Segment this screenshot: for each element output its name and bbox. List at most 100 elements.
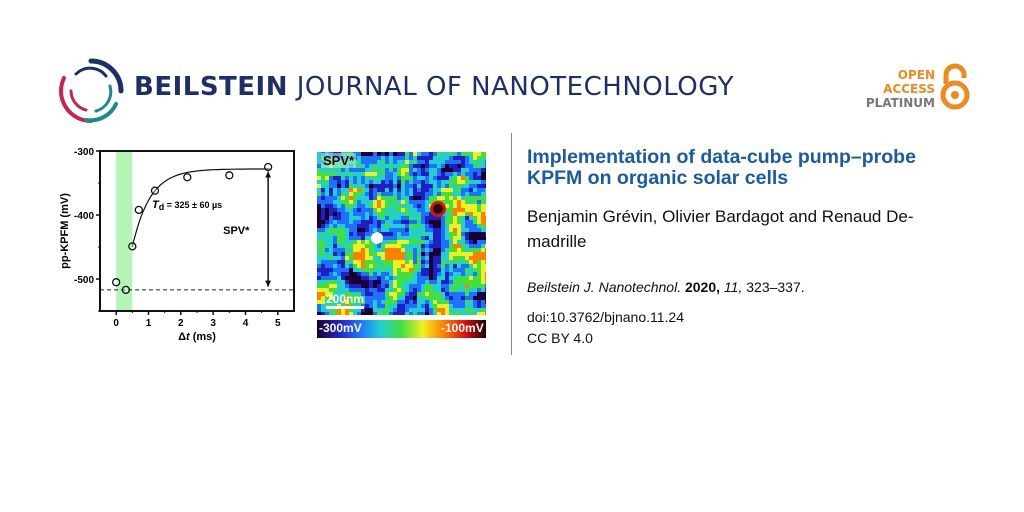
map-pixel (413, 304, 417, 308)
journal-name: BEILSTEIN JOURNAL OF NANOTECHNOLOGY (134, 72, 734, 102)
map-pixel (373, 260, 377, 264)
map-pixel (445, 292, 449, 296)
map-pixel (397, 272, 401, 276)
map-pixel (365, 260, 369, 264)
map-pixel (393, 264, 397, 268)
map-pixel (429, 300, 433, 304)
map-pixel (473, 308, 477, 312)
map-pixel (357, 308, 361, 312)
map-pixel (381, 176, 385, 180)
map-pixel (433, 256, 437, 260)
map-pixel (341, 260, 345, 264)
map-pixel (477, 244, 481, 248)
map-pixel (417, 220, 421, 224)
map-pixel (393, 312, 397, 315)
map-pixel (369, 184, 373, 188)
article-title[interactable]: Implementation of data-cube pump–probe K… (527, 146, 916, 189)
map-pixel (393, 260, 397, 264)
map-pixel (417, 280, 421, 284)
map-pixel (365, 292, 369, 296)
map-pixel (333, 220, 337, 224)
map-pixel (405, 212, 409, 216)
map-pixel (457, 156, 461, 160)
map-pixel (337, 200, 341, 204)
map-pixel (325, 252, 329, 256)
map-pixel (453, 312, 457, 315)
map-pixel (393, 188, 397, 192)
map-pixel (417, 240, 421, 244)
map-pixel (473, 300, 477, 304)
map-pixel (477, 164, 481, 168)
map-pixel (425, 256, 429, 260)
map-pixel (445, 156, 449, 160)
map-pixel (405, 304, 409, 308)
map-pixel (449, 256, 453, 260)
map-pixel (341, 240, 345, 244)
map-pixel (465, 184, 469, 188)
map-pixel (477, 224, 481, 228)
map-pixel (337, 260, 341, 264)
map-pixel (421, 204, 425, 208)
map-pixel (485, 264, 486, 268)
map-pixel (465, 204, 469, 208)
map-pixel (345, 296, 349, 300)
map-pixel (485, 208, 486, 212)
map-pixel (321, 176, 325, 180)
map-pixel (325, 296, 329, 300)
map-pixel (485, 236, 486, 240)
map-pixel (317, 228, 321, 232)
map-pixel (485, 216, 486, 220)
map-pixel (433, 300, 437, 304)
map-pixel (477, 272, 481, 276)
map-pixel (445, 212, 449, 216)
map-pixel (365, 304, 369, 308)
map-pixel (445, 168, 449, 172)
map-pixel (321, 184, 325, 188)
map-pixel (485, 300, 486, 304)
map-pixel (417, 196, 421, 200)
map-pixel (461, 164, 465, 168)
map-pixel (369, 228, 373, 232)
map-pixel (349, 284, 353, 288)
map-pixel (365, 172, 369, 176)
map-pixel (469, 176, 473, 180)
map-pixel (365, 192, 369, 196)
map-pixel (433, 312, 437, 315)
map-pixel (341, 176, 345, 180)
map-pixel (325, 244, 329, 248)
map-pixel (377, 188, 381, 192)
map-pixel (413, 184, 417, 188)
map-pixel (329, 280, 333, 284)
map-pixel (349, 256, 353, 260)
map-pixel (373, 252, 377, 256)
map-pixel (341, 184, 345, 188)
map-pixel (337, 176, 341, 180)
map-pixel (433, 240, 437, 244)
map-pixel (465, 232, 469, 236)
map-pixel (461, 220, 465, 224)
map-pixel (469, 272, 473, 276)
map-pixel (429, 280, 433, 284)
map-pixel (485, 308, 486, 312)
map-pixel (433, 156, 437, 160)
map-pixel (385, 232, 389, 236)
map-pixel (485, 188, 486, 192)
open-access-badge: OPEN ACCESS PLATINUM (866, 68, 935, 110)
map-pixel (317, 192, 321, 196)
map-pixel (385, 268, 389, 272)
map-pixel (349, 224, 353, 228)
map-pixel (461, 264, 465, 268)
map-pixel (421, 252, 425, 256)
doi[interactable]: doi:10.3762/bjnano.11.24 (527, 309, 684, 325)
map-pixel (353, 296, 357, 300)
map-pixel (321, 224, 325, 228)
map-pixel (317, 176, 321, 180)
map-pixel (389, 292, 393, 296)
map-pixel (485, 312, 486, 315)
map-pixel (317, 284, 321, 288)
map-pixel (345, 248, 349, 252)
map-pixel (413, 268, 417, 272)
map-pixel (401, 224, 405, 228)
map-pixel (453, 228, 457, 232)
map-pixel (405, 236, 409, 240)
